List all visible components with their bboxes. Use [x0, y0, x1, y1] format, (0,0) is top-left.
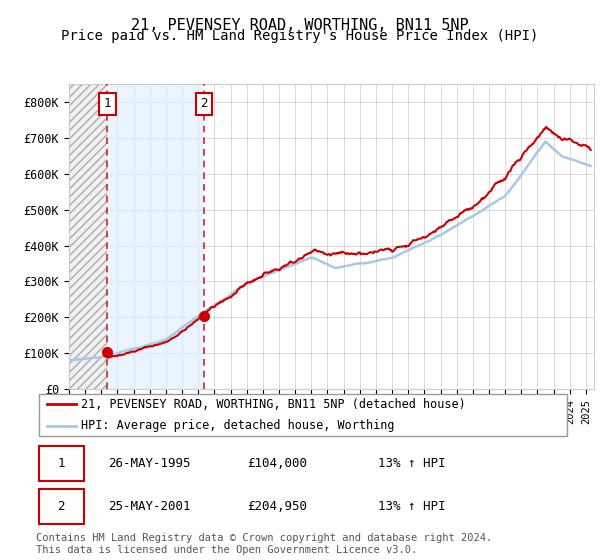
Text: 13% ↑ HPI: 13% ↑ HPI: [378, 457, 445, 470]
FancyBboxPatch shape: [38, 489, 84, 524]
FancyBboxPatch shape: [38, 394, 568, 436]
Text: 1: 1: [104, 97, 111, 110]
Text: Price paid vs. HM Land Registry's House Price Index (HPI): Price paid vs. HM Land Registry's House …: [61, 29, 539, 43]
Bar: [69, 84, 107, 389]
Text: 13% ↑ HPI: 13% ↑ HPI: [378, 500, 445, 513]
Text: 21, PEVENSEY ROAD, WORTHING, BN11 5NP: 21, PEVENSEY ROAD, WORTHING, BN11 5NP: [131, 18, 469, 33]
Text: £104,000: £104,000: [247, 457, 307, 470]
Text: 25-MAY-2001: 25-MAY-2001: [108, 500, 191, 513]
FancyBboxPatch shape: [38, 446, 84, 480]
Text: Contains HM Land Registry data © Crown copyright and database right 2024.
This d: Contains HM Land Registry data © Crown c…: [36, 533, 492, 555]
Text: £204,950: £204,950: [247, 500, 307, 513]
Text: 2: 2: [200, 97, 208, 110]
Text: 1: 1: [58, 457, 65, 470]
Text: 21, PEVENSEY ROAD, WORTHING, BN11 5NP (detached house): 21, PEVENSEY ROAD, WORTHING, BN11 5NP (d…: [82, 398, 466, 411]
Text: 26-MAY-1995: 26-MAY-1995: [108, 457, 191, 470]
Text: 2: 2: [58, 500, 65, 513]
Text: HPI: Average price, detached house, Worthing: HPI: Average price, detached house, Wort…: [82, 419, 395, 432]
Bar: [107, 84, 205, 389]
